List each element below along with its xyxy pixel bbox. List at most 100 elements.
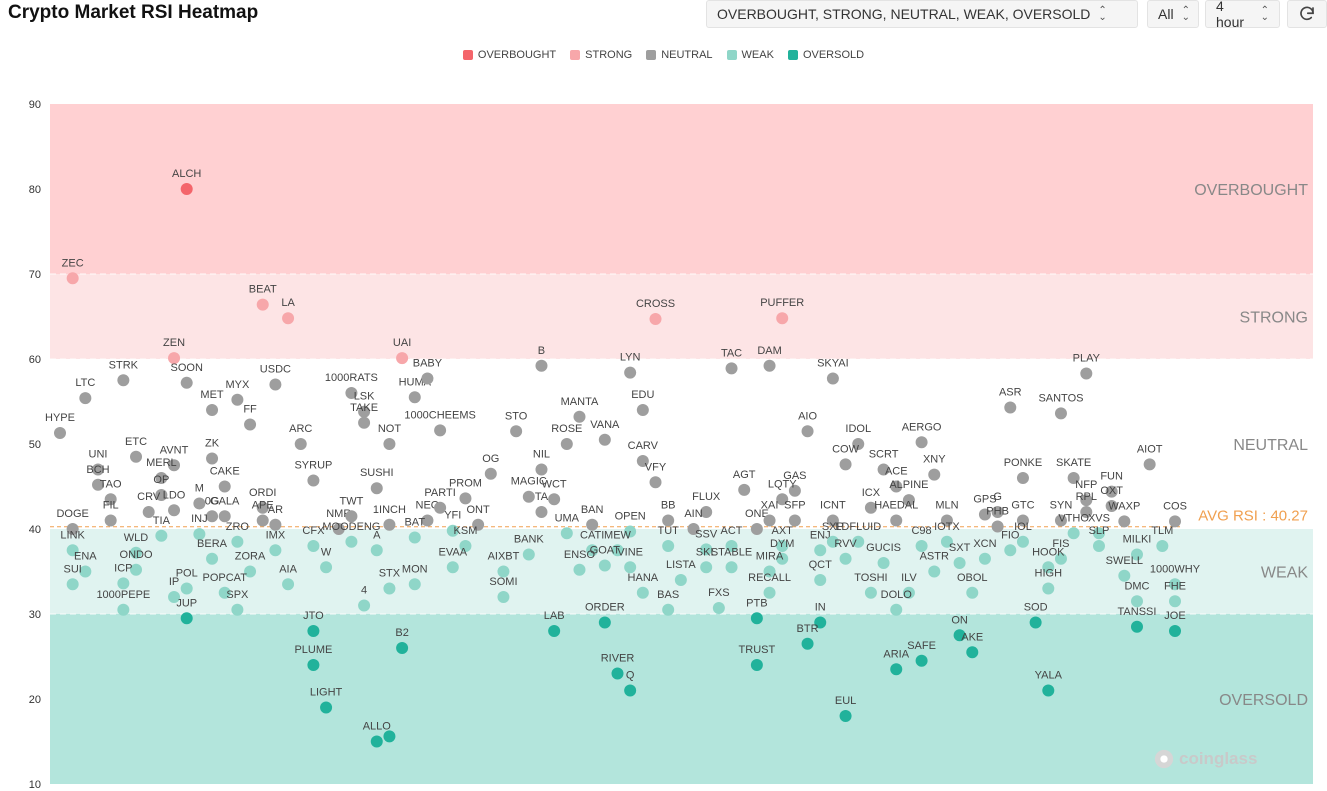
rsi-point-label: CFX: [302, 525, 325, 537]
rsi-point-label: ALPINE: [889, 479, 928, 491]
refresh-button[interactable]: [1287, 0, 1327, 28]
rsi-point-label: ICX: [862, 487, 881, 499]
rsi-point: [560, 527, 573, 540]
rsi-point: [269, 518, 282, 531]
rsi-point: [788, 514, 801, 527]
coinglass-logo-icon: [1154, 749, 1174, 769]
rsi-point-label: USDC: [260, 364, 291, 376]
rsi-point: [700, 561, 713, 574]
rsi-point: [1156, 540, 1169, 552]
interval-select[interactable]: 4 hour ⌃ ⌄: [1205, 0, 1280, 30]
rsi-point-label: ARIA: [883, 648, 909, 660]
rsi-point: [345, 510, 358, 523]
rsi-point: [712, 602, 725, 615]
rsi-point: [434, 424, 447, 437]
rsi-point: [966, 646, 979, 659]
rsi-point-label: GOAT: [590, 545, 621, 557]
page-title: Crypto Market RSI Heatmap: [8, 2, 259, 23]
rsi-point-label: NOT: [378, 423, 402, 435]
rsi-point: [649, 476, 662, 489]
y-tick-label: 30: [29, 609, 41, 621]
rsi-point-label: FUN: [1100, 471, 1123, 483]
rsi-point: [497, 591, 510, 603]
rsi-point-label: NIL: [533, 449, 550, 461]
rsi-point: [1118, 569, 1131, 582]
zone-label-strong: STRONG: [1240, 310, 1308, 327]
rsi-point-label: SKATE: [1056, 457, 1091, 469]
rsi-point-label: OXT: [1100, 485, 1123, 497]
legend-item-neutral[interactable]: NEUTRAL: [646, 49, 713, 61]
rsi-point-label: TRUST: [739, 644, 776, 656]
rsi-point: [1016, 472, 1029, 484]
rsi-point-label: PROM: [449, 477, 482, 489]
rsi-point: [421, 514, 434, 527]
rsi-point: [940, 514, 953, 527]
legend-item-oversold[interactable]: OVERSOLD: [787, 49, 864, 61]
rsi-point: [231, 603, 244, 616]
rsi-point-label: HANA: [628, 572, 659, 584]
rsi-point: [168, 352, 181, 365]
rsi-point: [206, 552, 219, 565]
rsi-point: [624, 684, 637, 697]
rsi-point: [168, 591, 181, 603]
rsi-point: [814, 544, 827, 557]
rsi-point: [294, 438, 307, 450]
rsi-point: [218, 510, 231, 523]
rsi-point-label: SWELL: [1106, 555, 1143, 567]
rsi-point: [180, 183, 193, 195]
legend-item-strong[interactable]: STRONG: [570, 49, 632, 61]
rsi-point: [826, 535, 839, 548]
rsi-point-label: IMX: [266, 529, 286, 541]
rsi-point-label: LISTA: [666, 559, 696, 571]
rsi-point-label: OG: [482, 453, 499, 465]
rsi-point-label: MANTA: [561, 396, 599, 408]
rsi-point: [244, 565, 257, 578]
rsi-level-select[interactable]: OVERBOUGHT, STRONG, NEUTRAL, WEAK, OVERS…: [706, 0, 1138, 28]
rsi-point-label: SKL: [696, 546, 717, 558]
rsi-point: [1004, 544, 1017, 557]
avg-rsi-label: AVG RSI : 40.27: [1198, 508, 1308, 525]
rsi-point-label: PUFFER: [760, 297, 804, 309]
rsi-point-label: 1000CHEEMS: [404, 409, 476, 421]
rsi-point-label: ALLO: [363, 721, 392, 733]
rsi-point: [953, 557, 966, 569]
rsi-point-label: GALA: [210, 495, 240, 507]
rsi-point-label: CROSS: [636, 298, 675, 310]
rsi-point: [1092, 527, 1105, 540]
zone-band-strong: [50, 274, 1313, 359]
rsi-point-label: PONKE: [1004, 457, 1043, 469]
rsi-point-label: AIXBT: [488, 551, 520, 563]
rsi-point: [1042, 582, 1055, 595]
rsi-point-label: G: [993, 491, 1002, 503]
rsi-point: [320, 701, 333, 714]
rsi-point-label: SFP: [784, 500, 805, 512]
rsi-point: [370, 544, 383, 557]
rsi-point-label: ONDO: [120, 549, 153, 561]
scope-select[interactable]: All ⌃ ⌄: [1147, 0, 1199, 28]
rsi-point-label: SXT: [949, 542, 971, 554]
rsi-point: [446, 561, 459, 574]
rsi-point-label: OPEN: [615, 511, 646, 523]
rsi-point-label: DAM: [757, 345, 781, 357]
rsi-point-label: TAO: [100, 478, 122, 490]
rsi-point-label: NFP: [1075, 479, 1097, 491]
rsi-point: [206, 404, 219, 416]
rsi-point-label: ILV: [901, 572, 917, 584]
rsi-point: [307, 659, 320, 671]
legend-swatch: [726, 50, 737, 60]
legend-item-overbought[interactable]: OVERBOUGHT: [462, 49, 556, 61]
rsi-point: [282, 312, 295, 325]
rsi-point-label: IDOL: [845, 423, 871, 435]
rsi-point-label: SUSHI: [360, 467, 394, 479]
rsi-point-label: 1000PEPE: [96, 589, 150, 601]
rsi-point: [674, 574, 687, 586]
rsi-point: [1092, 540, 1105, 552]
rsi-point: [66, 544, 79, 557]
rsi-point: [497, 565, 510, 578]
rsi-point-label: SYN: [1050, 500, 1073, 512]
legend-item-weak[interactable]: WEAK: [726, 49, 774, 61]
rsi-point-label: YFI: [444, 510, 461, 522]
rsi-point: [1042, 684, 1055, 697]
rsi-point: [193, 497, 206, 510]
rsi-point-label: A: [373, 529, 381, 541]
